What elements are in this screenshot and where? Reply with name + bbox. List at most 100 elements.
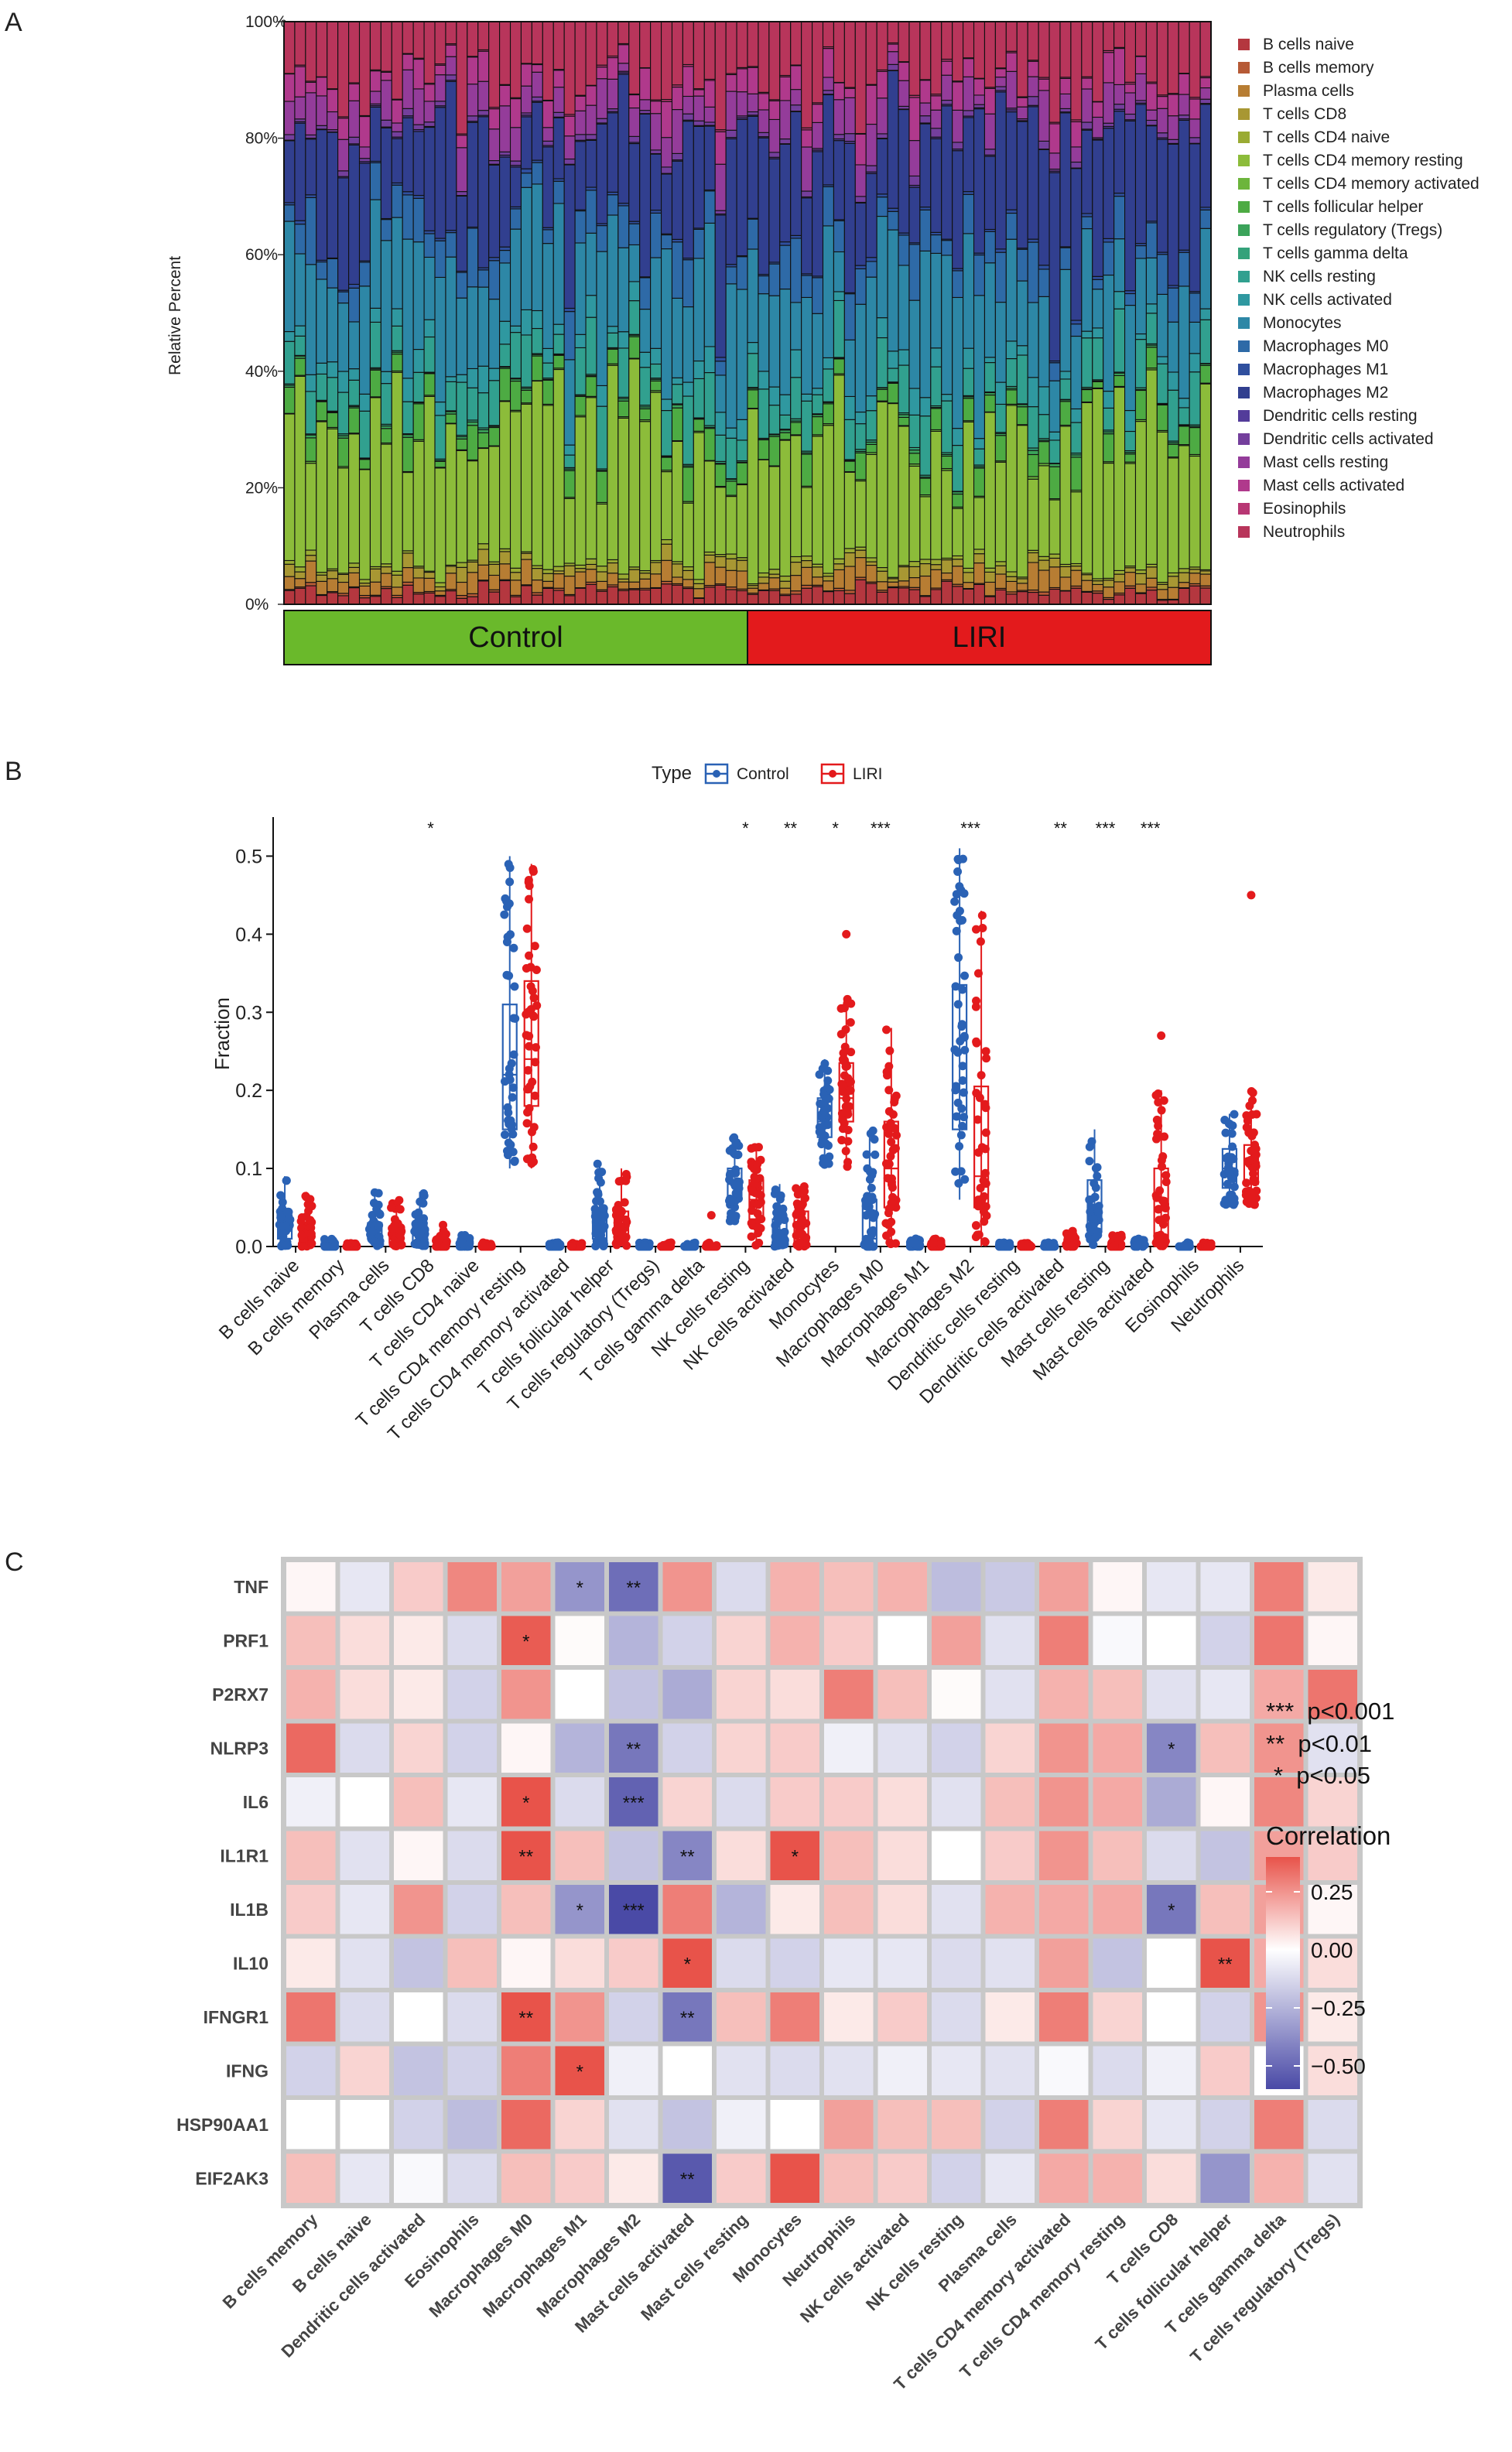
stack-segment-macrophages-m1 [1103, 238, 1115, 243]
data-point-liri [841, 1024, 850, 1034]
stack-segment-neutrophils [520, 21, 532, 64]
stack-segment-dendritic-cells-activated [801, 190, 813, 198]
stack-segment-t-cells-cd4-memory-resting [1167, 457, 1179, 573]
heatmap-cell-il1b-t-cells-cd4-memory-activated [1039, 1885, 1089, 1934]
panel-a-sample-bar [1124, 21, 1137, 605]
stack-segment-dendritic-cells-activated [402, 108, 414, 117]
stack-segment-t-cells-cd4-memory-resting [1134, 421, 1147, 571]
stack-segment-nk-cells-activated [725, 427, 737, 439]
stack-segment-t-cells-follicular-helper [358, 459, 371, 470]
stack-segment-mast-cells-activated [768, 100, 781, 121]
stack-segment-macrophages-m0 [1027, 241, 1039, 303]
stack-segment-mast-cells-resting [843, 97, 856, 135]
legend-label-dendritic-cells-activated: Dendritic cells activated [1263, 430, 1434, 448]
heatmap-cell-il1b-t-cells-cd8 [1147, 1885, 1196, 1934]
stack-segment-t-cells-cd8 [714, 556, 727, 568]
stack-segment-macrophages-m0 [391, 184, 403, 218]
data-point-control [823, 1066, 833, 1076]
stack-segment-plasma-cells [1124, 572, 1137, 586]
stack-segment-t-cells-cd8 [1199, 570, 1212, 575]
stack-segment-mast-cells-activated [1092, 101, 1104, 118]
legend-label-neutrophils: Neutrophils [1263, 523, 1345, 541]
stack-segment-t-cells-cd4-naive [693, 579, 705, 584]
stack-segment-macrophages-m2 [520, 116, 532, 169]
stack-segment-plasma-cells [585, 569, 597, 583]
data-point-control [960, 971, 970, 980]
heatmap-cell-il1r1-macrophages-m1 [555, 1831, 604, 1880]
stack-segment-monocytes [1134, 258, 1147, 335]
stack-segment-t-cells-cd8 [639, 573, 652, 580]
stack-segment-mast-cells-resting [941, 74, 953, 101]
heatmap-cell-tnf-t-cells-regulatory-tregs [1308, 1562, 1357, 1612]
stack-segment-nk-cells-resting [316, 373, 328, 401]
stack-segment-nk-cells-resting [758, 388, 770, 439]
stack-segment-mast-cells-activated [930, 95, 942, 111]
stack-segment-nk-cells-resting [768, 405, 781, 435]
heatmap-cell-prf1-dendritic-cells-activated [394, 1616, 443, 1665]
heatmap-cell-il6-macrophages-m1 [555, 1777, 604, 1827]
data-point-liri [982, 1054, 991, 1063]
stack-segment-monocytes [639, 309, 652, 353]
panel-a-y-axis: 0%20%40%60%80%100% [245, 13, 287, 614]
data-point-control [1230, 1199, 1239, 1208]
stack-segment-t-cells-follicular-helper [822, 403, 834, 425]
heatmap-cell-il10-mast-cells-resting [717, 1938, 766, 1988]
stack-segment-mast-cells-activated [423, 84, 436, 102]
stack-segment-dendritic-cells-activated [1178, 115, 1190, 120]
stack-segment-t-cells-cd8 [1005, 576, 1018, 582]
heatmap-cell-il10-nk-cells-activated [877, 1938, 927, 1988]
heatmap-cell-prf1-eosinophils [447, 1616, 497, 1665]
stack-segment-neutrophils [477, 21, 490, 50]
panel-a-sample-bar [833, 21, 845, 605]
stack-segment-neutrophils [348, 21, 361, 84]
data-point-control [1230, 1110, 1239, 1119]
heatmap-cell-nlrp3-b-cells-memory [286, 1723, 336, 1773]
category-t-cells-gamma-delta [680, 1238, 721, 1251]
stack-segment-neutrophils [574, 21, 587, 96]
stack-segment-t-cells-cd8 [941, 559, 953, 574]
stack-segment-plasma-cells [1134, 583, 1147, 593]
panel-a-ytick-label: 100% [245, 13, 287, 31]
stack-segment-plasma-cells [983, 581, 996, 597]
heatmap-cell-il1b-monocytes [770, 1885, 819, 1934]
stack-segment-t-cells-cd8 [316, 574, 328, 582]
stack-segment-t-cells-follicular-helper [509, 380, 522, 411]
stack-segment-macrophages-m0 [758, 275, 770, 295]
data-point-control [507, 1058, 516, 1068]
stack-segment-macrophages-m0 [768, 263, 781, 296]
stack-segment-macrophages-m0 [898, 234, 910, 266]
stack-segment-macrophages-m0 [628, 223, 641, 245]
heatmap-row-label-eif2ak3: EIF2AK3 [195, 2168, 269, 2188]
stack-segment-t-cells-cd4-memory-resting [682, 502, 694, 568]
data-point-control [419, 1241, 429, 1250]
stack-segment-macrophages-m0 [887, 210, 899, 231]
stack-segment-macrophages-m2 [833, 140, 845, 221]
data-point-control [504, 1108, 513, 1117]
stack-segment-mast-cells-resting [1145, 109, 1158, 121]
stack-segment-t-cells-cd4-memory-resting [294, 375, 306, 568]
heatmap-cell-ifngr1-b-cells-naive [340, 1992, 389, 2042]
data-point-liri [886, 1151, 895, 1161]
stack-segment-neutrophils [563, 21, 576, 115]
stack-segment-mast-cells-resting [402, 69, 414, 109]
heatmap-cell-hsp90aa1-mast-cells-resting [717, 2100, 766, 2149]
panel-a-sample-bar [1113, 21, 1126, 605]
heatmap-cell-tnf-t-cells-cd4-memory-activated [1039, 1562, 1089, 1612]
stack-segment-t-cells-regulatory-tregs [671, 404, 683, 409]
stack-segment-macrophages-m2 [650, 153, 662, 211]
stack-segment-neutrophils [941, 21, 953, 60]
stack-segment-t-cells-follicular-helper [1027, 453, 1039, 477]
data-point-liri [843, 1162, 852, 1171]
stack-segment-t-cells-cd4-memory-resting [617, 417, 630, 575]
panel-a-sample-bar [650, 21, 662, 605]
stack-segment-plasma-cells [305, 560, 317, 583]
data-point-liri [1247, 1194, 1257, 1203]
stack-segment-macrophages-m0 [779, 245, 792, 290]
stack-segment-t-cells-follicular-helper [294, 357, 306, 376]
stack-segment-mast-cells-resting [1092, 116, 1104, 139]
data-point-control [505, 877, 515, 887]
data-point-liri [981, 1103, 990, 1113]
stack-segment-monocytes [402, 238, 414, 379]
heatmap-cell-tnf-monocytes [770, 1562, 819, 1612]
stack-segment-nk-cells-resting [617, 347, 630, 398]
